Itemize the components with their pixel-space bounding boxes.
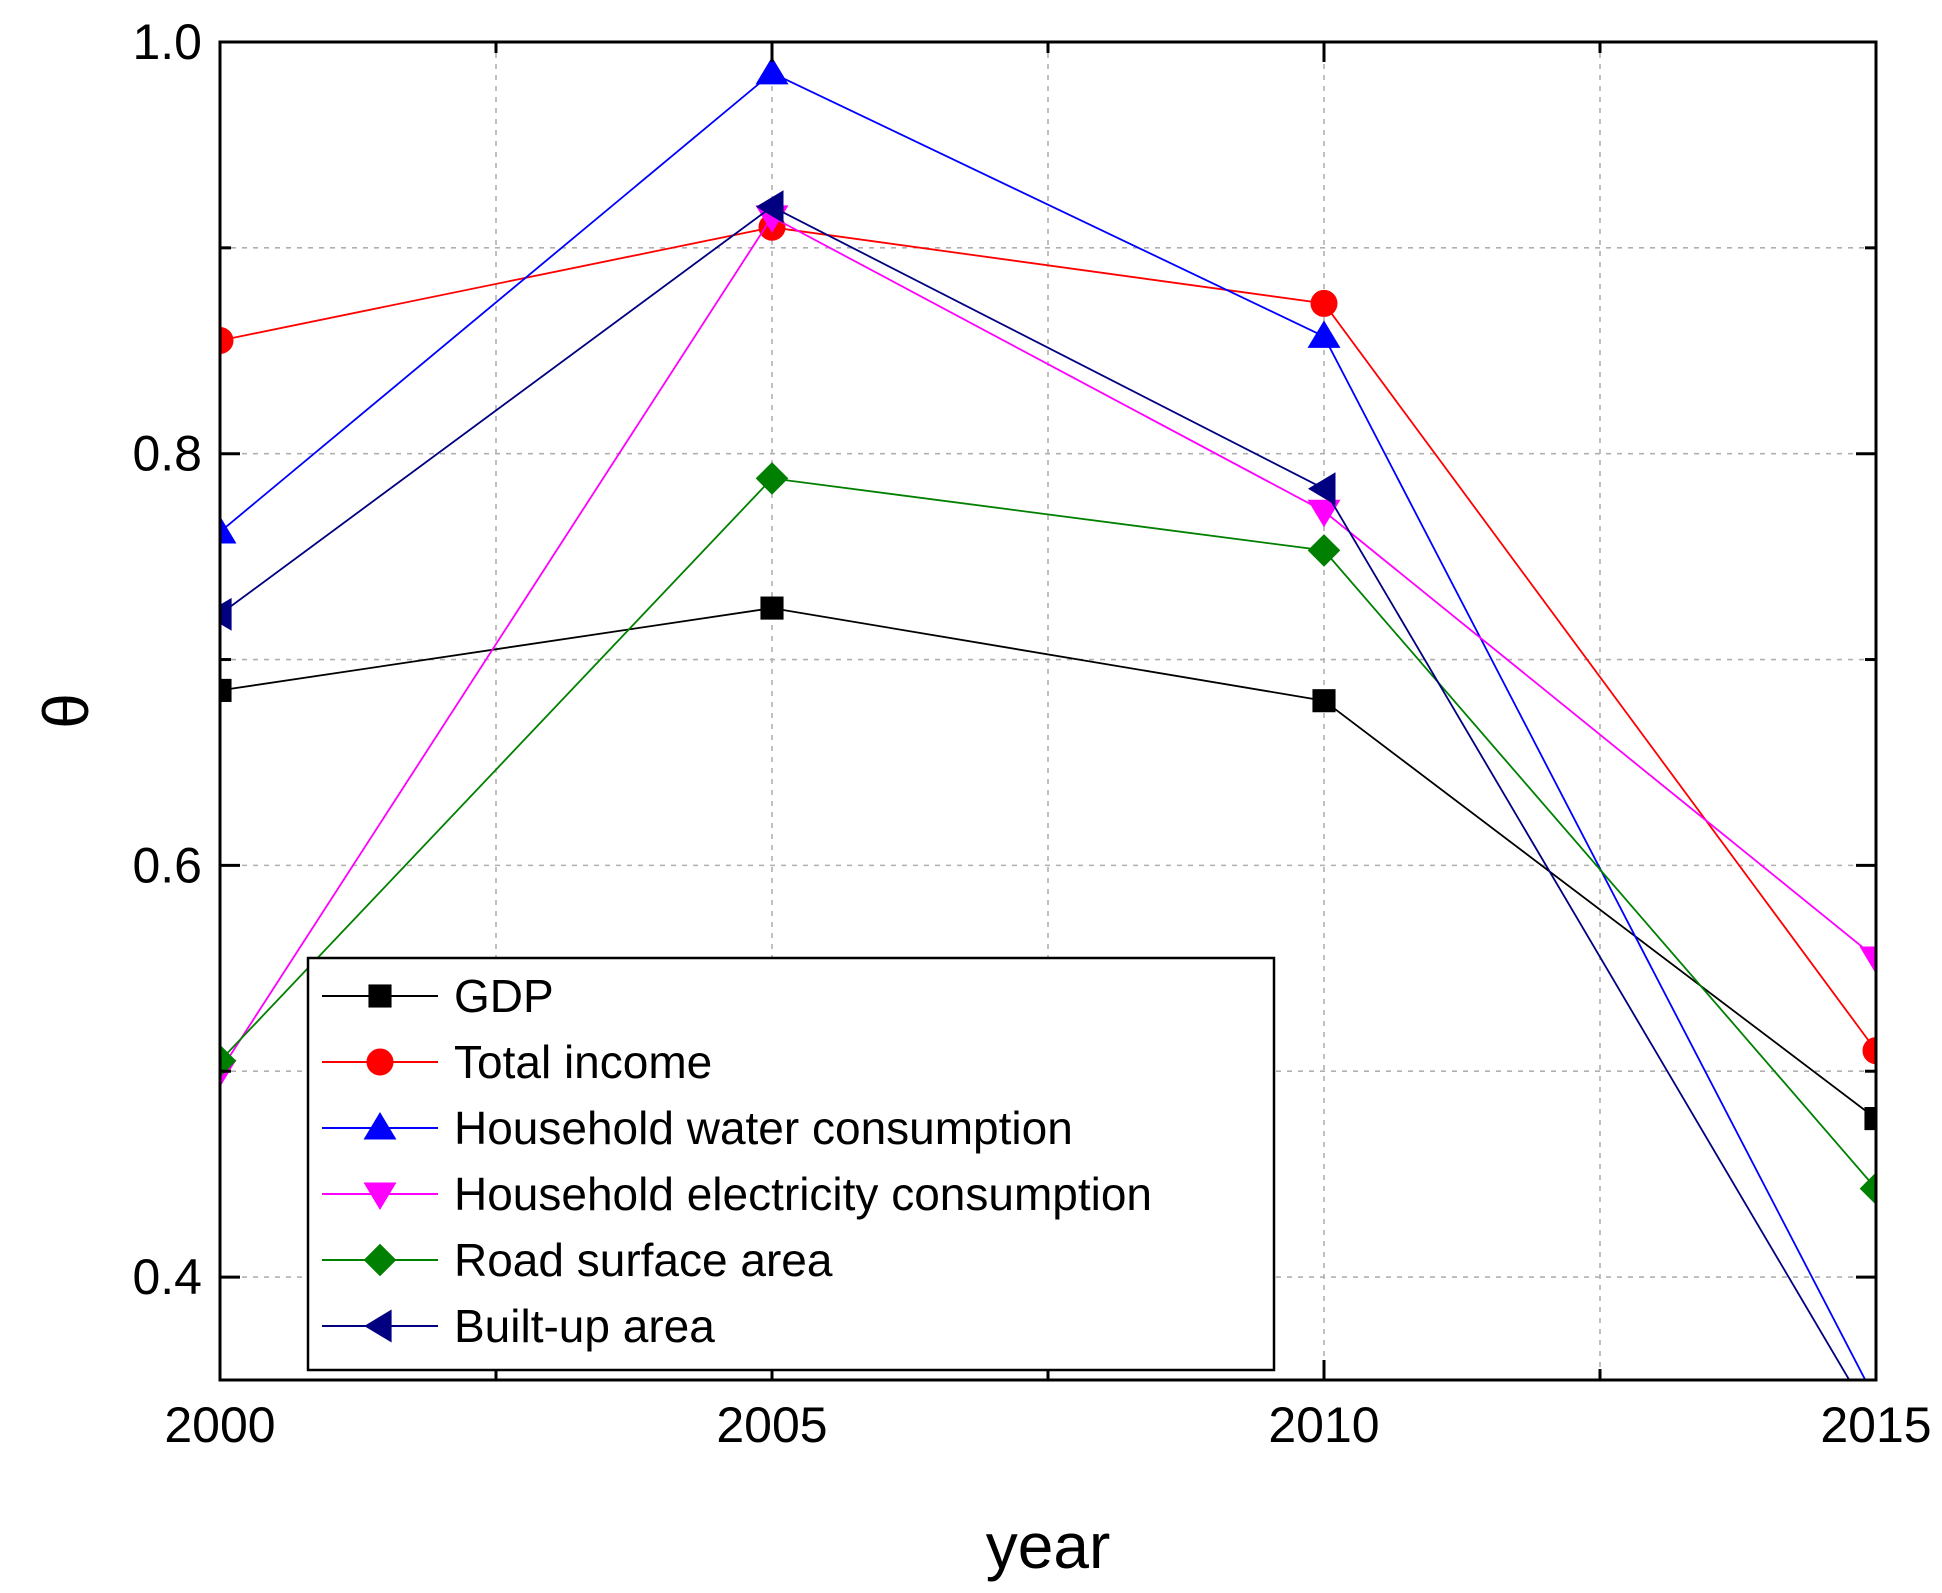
legend-label-household-water-consumption: Household water consumption — [454, 1102, 1073, 1154]
data-point-gdp — [760, 596, 784, 620]
legend-marker-household-water-consumption — [363, 1112, 397, 1140]
y-tick-label: 0.8 — [132, 426, 202, 482]
data-point-total-income — [1310, 289, 1338, 317]
data-point-total-income — [220, 326, 234, 354]
legend: GDP Total income Household water consumpti… — [306, 956, 1276, 1372]
legend-label-built-up-area: Built-up area — [454, 1300, 715, 1352]
x-tick-label: 2000 — [164, 1397, 275, 1453]
x-tick-label: 2010 — [1268, 1397, 1379, 1453]
data-point-built-up-area — [220, 597, 232, 631]
data-point-gdp — [1312, 689, 1336, 713]
x-axis-title: year — [986, 1510, 1111, 1582]
series-line-built-up-area — [220, 205, 1851, 1380]
data-point-gdp — [220, 678, 232, 702]
data-point-household-electricity-consumption — [1307, 499, 1341, 528]
data-point-built-up-area — [756, 190, 784, 224]
x-tick-label: 2005 — [716, 1397, 827, 1453]
y-tick-label: 1.0 — [132, 14, 202, 70]
series-line-total-income — [220, 226, 1876, 1052]
y-axis-title: θ — [30, 693, 102, 729]
legend-label-gdp: GDP — [454, 970, 554, 1022]
legend-box — [306, 956, 1276, 1372]
data-point-road-surface-area — [1307, 534, 1341, 567]
legend-label-total-income: Total income — [454, 1036, 712, 1088]
legend-label-household-electricity-consumption: Household electricity consumption — [454, 1168, 1152, 1220]
data-point-road-surface-area — [220, 1044, 237, 1078]
series-layer — [220, 56, 1876, 1380]
data-point-household-water-consumption — [755, 56, 789, 85]
legend-marker-road-surface-area — [363, 1243, 397, 1277]
y-tick-label: 0.6 — [132, 837, 202, 893]
legend-label-road-surface-area: Road surface area — [454, 1234, 833, 1286]
data-point-road-surface-area — [1859, 1172, 1876, 1205]
legend-marker-built-up-area — [364, 1309, 392, 1343]
legend-marker-gdp — [368, 984, 392, 1008]
series-line-road-surface-area — [220, 477, 1876, 1190]
data-point-built-up-area — [1308, 472, 1336, 506]
data-point-household-water-consumption — [220, 516, 237, 544]
series-line-gdp — [220, 607, 1876, 1120]
legend-marker-household-electricity-consumption — [363, 1182, 397, 1210]
data-point-household-electricity-consumption — [1859, 946, 1876, 974]
data-point-household-water-consumption — [1307, 320, 1341, 348]
series-line-household-electricity-consumption — [220, 215, 1876, 1072]
legend-marker-total-income — [366, 1048, 394, 1076]
data-point-total-income — [1862, 1037, 1876, 1065]
data-point-road-surface-area — [755, 462, 789, 495]
y-tick-label: 0.4 — [132, 1249, 202, 1305]
x-tick-label: 2015 — [1820, 1397, 1931, 1453]
axis-ticks: 0.4 0.6 0.8 1.0 2000 2005 2010 2015 — [132, 14, 1931, 1453]
